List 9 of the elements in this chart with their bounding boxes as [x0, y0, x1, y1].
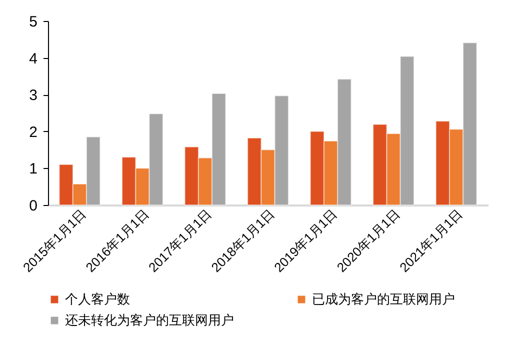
y-tick-label: 0 — [29, 198, 38, 214]
y-tick-label: 5 — [29, 14, 38, 30]
y-tick-label: 4 — [29, 50, 38, 68]
y-tick-label: 3 — [29, 87, 38, 104]
legend-label: 已成为客户的互联网用户 — [312, 292, 455, 308]
y-tick-label: 1 — [29, 160, 38, 178]
legend-label: 个人客户数 — [65, 292, 130, 308]
legend-label: 还未转化为客户的互联网用户 — [65, 312, 234, 328]
y-tick-label: 2 — [29, 124, 38, 141]
